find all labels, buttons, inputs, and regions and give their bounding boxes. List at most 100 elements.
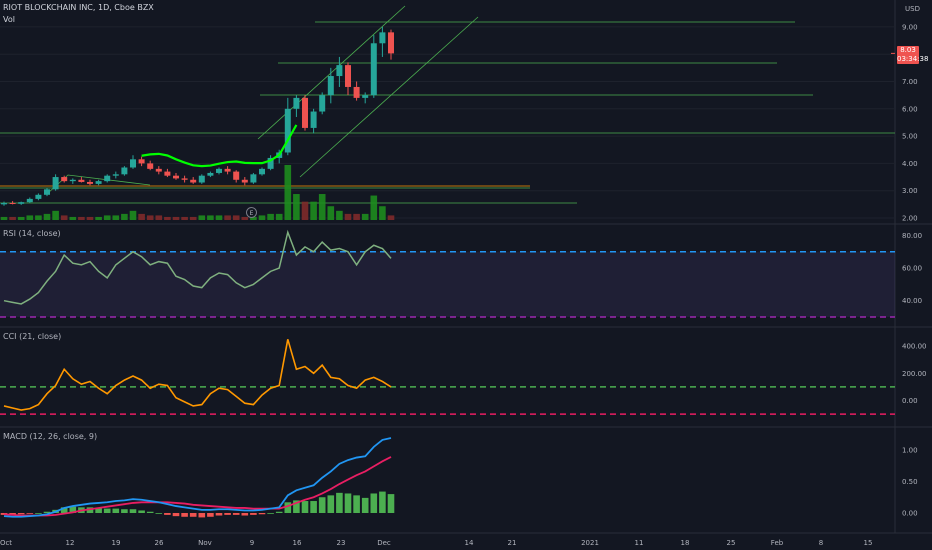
cci-axis-tick: 200.00 [902, 370, 927, 378]
macd-histogram-bar [267, 513, 274, 514]
volume-bar [207, 215, 214, 220]
candle-body [241, 179, 248, 183]
macd-histogram-bar [121, 509, 128, 513]
macd-line [3, 437, 392, 518]
volume-bar [275, 213, 283, 220]
rsi-axis-tick: 60.00 [902, 265, 922, 273]
rsi-label[interactable]: RSI (14, close) [3, 229, 61, 238]
candle-body [130, 159, 136, 168]
time-axis-tick: 16 [293, 539, 302, 547]
volume-bar [26, 215, 34, 220]
last-price-badge: 8.03 03:34:38 [897, 46, 929, 64]
volume-bar [318, 194, 326, 220]
macd-histogram-bar [353, 495, 360, 513]
macd-histogram-bar [86, 507, 94, 513]
macd-histogram-bar [318, 497, 326, 513]
cci-axis-tick: 400.00 [902, 343, 927, 351]
volume-bar [310, 201, 317, 220]
time-axis-tick: 2021 [581, 539, 599, 547]
candle-body [112, 174, 119, 176]
candle-body [310, 111, 317, 128]
volume-bar [232, 215, 240, 220]
volume-bar [121, 213, 128, 220]
volume-bar [35, 215, 42, 220]
time-axis-tick: 11 [635, 539, 644, 547]
time-axis-tick: 9 [250, 539, 254, 547]
volume-bar [293, 194, 300, 220]
candle-body [370, 43, 377, 96]
macd-histogram-bar [69, 506, 77, 513]
price-axis-tick: 9.00 [902, 23, 918, 31]
candle-body [284, 108, 291, 153]
symbol-title[interactable]: RIOT BLOCKCHAIN INC, 1D, Cboe BZX [3, 3, 154, 12]
bar-countdown: 03:34:38 [897, 55, 929, 63]
macd-histogram-bar [224, 513, 231, 515]
macd-histogram-bar [9, 513, 16, 515]
macd-histogram-bar [310, 501, 317, 513]
macd-axis-tick: 0.00 [902, 510, 918, 518]
macd-histogram-bar [361, 497, 369, 513]
macd-histogram-bar [241, 513, 249, 516]
macd-axis-tick: 0.50 [902, 478, 918, 486]
trend-channel-line [257, 5, 406, 140]
macd-label[interactable]: MACD (12, 26, close, 9) [3, 432, 98, 441]
volume-bar [284, 165, 292, 220]
currency-label: USD [905, 5, 920, 13]
macd-histogram-bar [26, 513, 34, 514]
time-axis-tick: 12 [66, 539, 75, 547]
cci-label[interactable]: CCI (21, close) [3, 332, 62, 341]
candle-body [353, 86, 360, 98]
candle-body [26, 198, 33, 203]
cci-axis-tick: 0.00 [902, 397, 918, 405]
candle-body [87, 181, 93, 184]
candle-body [379, 32, 386, 44]
candle-body [44, 189, 50, 195]
volume-bar [172, 216, 180, 220]
macd-histogram-bar [232, 513, 240, 515]
macd-histogram-bar [146, 511, 154, 513]
candle-body [362, 95, 369, 98]
volume-bar [78, 216, 85, 220]
trend-channel-line [299, 16, 479, 178]
volume-bar [164, 216, 171, 220]
time-axis-tick: 18 [681, 539, 690, 547]
volume-bar [9, 216, 16, 220]
macd-histogram-bar [35, 513, 42, 514]
candle-body [198, 175, 205, 183]
macd-histogram-bar [138, 510, 145, 513]
volume-bar [60, 215, 68, 220]
volume-bar [146, 215, 154, 220]
volume-bar [258, 215, 266, 220]
macd-signal-line [3, 456, 392, 517]
macd-histogram-bar [0, 513, 8, 515]
candle-body [224, 168, 231, 172]
price-axis-tick: 4.00 [902, 160, 918, 168]
volume-bar [344, 213, 352, 220]
volume-bar [189, 216, 197, 220]
time-axis-tick: 26 [155, 539, 164, 547]
last-price: 8.03 [900, 46, 916, 54]
macd-histogram-bar [95, 507, 102, 513]
price-axis-tick: 3.00 [902, 187, 918, 195]
volume-bar [52, 210, 59, 220]
volume-bar [181, 216, 188, 220]
earnings-icon[interactable]: E [246, 207, 257, 218]
candle-body [35, 194, 42, 199]
volume-bar [198, 215, 206, 220]
candle-body [190, 179, 197, 183]
candle-body [18, 202, 25, 204]
volume-bar [95, 216, 102, 220]
candle-body [155, 168, 162, 172]
macd-histogram-bar [103, 508, 111, 513]
volume-bar [301, 201, 309, 220]
candle-body [302, 97, 308, 128]
rsi-axis-tick: 80.00 [902, 232, 922, 240]
macd-histogram-bar [275, 511, 283, 513]
volume-bar [86, 216, 94, 220]
candle-body [78, 179, 85, 182]
time-axis-tick: 15 [864, 539, 873, 547]
time-axis-tick: 14 [465, 539, 474, 547]
candle-body [138, 159, 145, 164]
moving-average-line [141, 124, 298, 168]
